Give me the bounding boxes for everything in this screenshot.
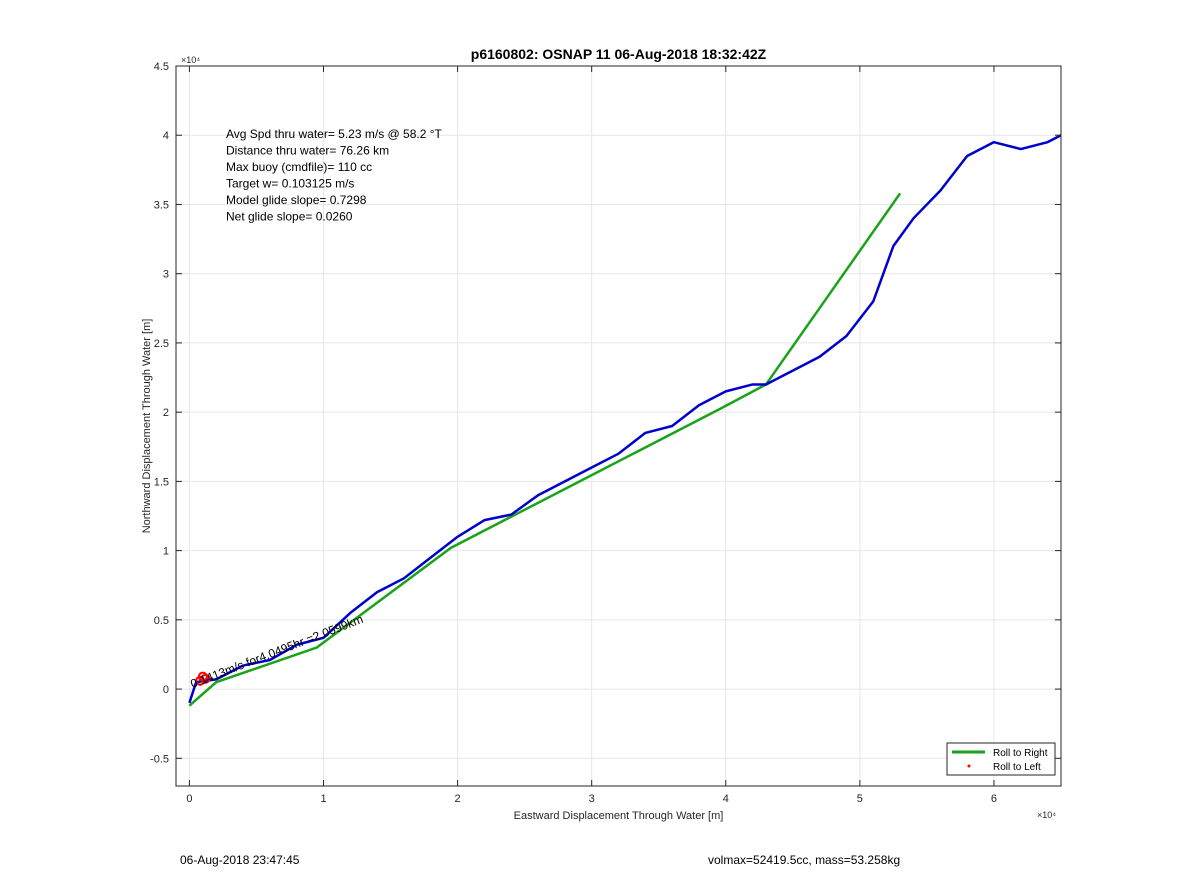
y-axis-multiplier: ×10⁴: [181, 55, 200, 65]
series-roll-to-right: [188, 192, 902, 707]
legend-label-roll-right: Roll to Right: [993, 748, 1048, 759]
x-tick-label: 4: [723, 793, 729, 805]
y-tick-label: 2.5: [154, 338, 169, 350]
y-tick-label: 4.5: [154, 61, 169, 73]
annotation-line: Avg Spd thru water= 5.23 m/s @ 58.2 °T: [226, 127, 443, 141]
footer-timestamp: 06-Aug-2018 23:47:45: [180, 853, 300, 867]
annotation-line: Model glide slope= 0.7298: [226, 193, 367, 207]
legend: Roll to Right Roll to Left: [946, 742, 1056, 776]
legend-label-roll-left: Roll to Left: [993, 762, 1041, 773]
annotation-line: Distance thru water= 76.26 km: [226, 144, 389, 158]
y-tick-label: 1.5: [154, 476, 169, 488]
y-tick-label: 0: [163, 684, 169, 696]
series-glider-track: [188, 134, 1061, 704]
x-tick-label: 6: [991, 793, 997, 805]
x-axis-label: Eastward Displacement Through Water [m]: [514, 810, 724, 822]
chart-title: p6160802: OSNAP 11 06-Aug-2018 18:32:42Z: [471, 46, 767, 62]
annotation-line: Target w= 0.103125 m/s: [226, 177, 354, 191]
y-axis-label: Northward Displacement Through Water [m]: [141, 319, 153, 534]
x-tick-label: 5: [857, 793, 863, 805]
x-tick-label: 0: [186, 793, 192, 805]
y-tick-label: 3: [163, 269, 169, 281]
y-tick-label: 4: [163, 130, 169, 142]
y-tick-label: 2: [163, 407, 169, 419]
series-layer: [188, 134, 1061, 707]
y-tick-label: 3.5: [154, 199, 169, 211]
annotation-line: Max buoy (cmdfile)= 110 cc: [226, 160, 372, 174]
y-tick-label: 1: [163, 546, 169, 558]
footer-volume-mass: volmax=52419.5cc, mass=53.258kg: [708, 853, 901, 867]
x-tick-label: 2: [455, 793, 461, 805]
point-roll-to-left: [200, 673, 211, 684]
x-tick-label: 3: [589, 793, 595, 805]
legend-box: [946, 742, 1056, 776]
x-tick-label: 1: [320, 793, 326, 805]
legend-swatch-roll-left: [967, 764, 971, 768]
y-tick-label: 0.5: [154, 615, 169, 627]
tick-labels: 0 1 2 3 4 5 6 -0.5 0 0.5 1 1.5 2 2.5 3 3.5 4 4.5: [150, 61, 1061, 805]
annotation-line: Net glide slope= 0.0260: [226, 210, 353, 224]
y-tick-label: -0.5: [150, 753, 169, 765]
x-axis-multiplier: ×10⁴: [1037, 810, 1056, 820]
annotation-block: Avg Spd thru water= 5.23 m/s @ 58.2 °T Di…: [226, 127, 443, 224]
plot-area: [176, 66, 1061, 786]
axes-box: [175, 65, 1062, 787]
